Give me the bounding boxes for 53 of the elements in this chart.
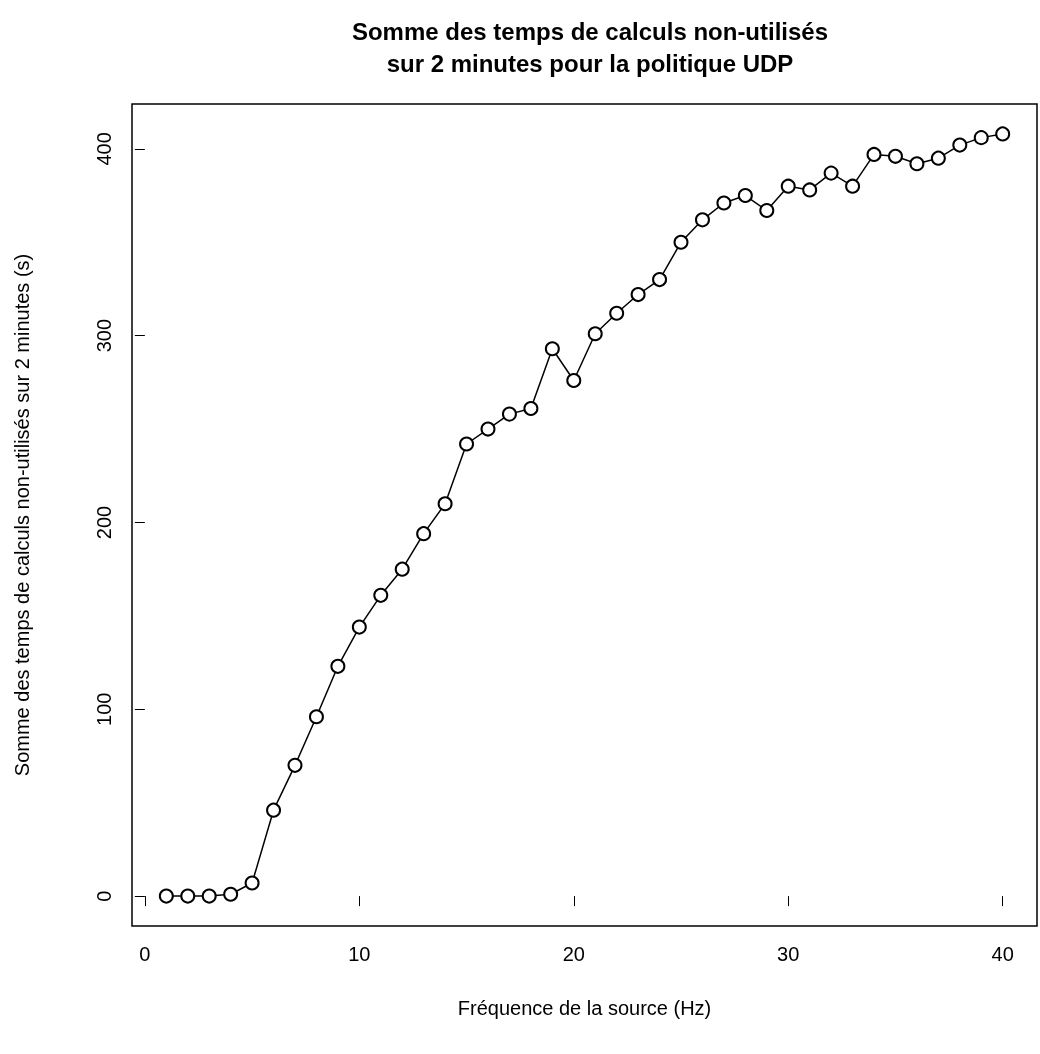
point: [244, 875, 260, 891]
point: [308, 709, 324, 725]
point: [330, 658, 346, 674]
point: [909, 156, 925, 172]
point: [351, 619, 367, 635]
point: [716, 195, 732, 211]
point: [459, 436, 475, 452]
point: [737, 188, 753, 204]
point: [544, 341, 560, 357]
y-tick-label: 0: [93, 890, 115, 902]
x-tick-label: 20: [562, 943, 585, 965]
y-tick-label: 400: [93, 132, 115, 166]
point: [866, 146, 882, 162]
point: [845, 178, 861, 194]
point: [523, 401, 539, 417]
point: [630, 287, 646, 303]
point: [437, 496, 453, 512]
point: [609, 305, 625, 321]
point: [973, 130, 989, 146]
chart-title: Somme des temps de calculs non-utilisés sur 2 minutes pour la politique UDP: [351, 17, 829, 77]
y-axis-title: Somme des temps de calculs non-utilisés sur 2 minutes (s): [11, 253, 33, 777]
point: [373, 587, 389, 603]
point: [480, 421, 496, 437]
point: [802, 182, 818, 198]
point: [201, 888, 217, 904]
point: [930, 150, 946, 166]
x-tick-label: 40: [991, 943, 1014, 965]
x-tick-label: 30: [777, 943, 800, 965]
point: [266, 802, 282, 818]
point: [694, 212, 710, 228]
point: [566, 372, 582, 388]
point: [780, 178, 796, 194]
point: [158, 888, 174, 904]
point: [823, 165, 839, 181]
point: [587, 326, 603, 342]
x-tick-label: 10: [348, 943, 371, 965]
point: [223, 886, 239, 902]
y-tick-label: 300: [93, 318, 115, 353]
point: [416, 526, 432, 542]
point: [759, 202, 775, 218]
point: [952, 137, 968, 153]
y-tick-label: 100: [93, 692, 115, 726]
x-axis-title: Fréquence de la source (Hz): [457, 997, 712, 1019]
x-tick-label: 0: [139, 943, 151, 965]
point: [995, 126, 1011, 142]
point: [287, 757, 303, 773]
y-tick-label: 200: [93, 505, 115, 540]
point: [673, 234, 689, 250]
point: [887, 148, 903, 164]
point: [501, 406, 517, 422]
point: [394, 561, 410, 577]
point: [652, 272, 668, 288]
point: [180, 888, 196, 904]
